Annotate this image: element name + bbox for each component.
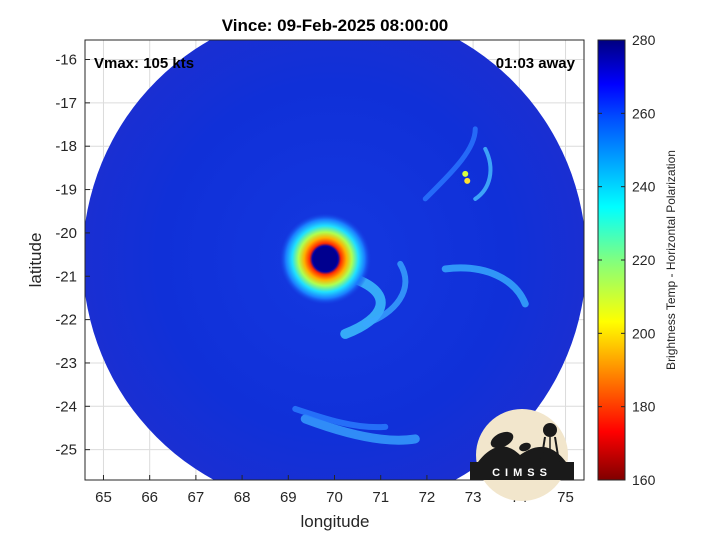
y-tick-label: -20	[55, 225, 77, 242]
y-tick-label: -22	[55, 312, 77, 329]
rainband	[340, 273, 386, 339]
x-tick-label: 70	[326, 489, 343, 506]
rainband	[473, 146, 493, 201]
colorbar-tick-label: 260	[632, 105, 656, 121]
y-tick-label: -16	[55, 52, 77, 69]
colorbar	[597, 39, 626, 481]
colorbar-tick-label: 160	[632, 472, 656, 488]
colorbar-tick-label: 280	[632, 32, 656, 48]
y-tick-label: -17	[55, 95, 77, 112]
x-tick-label: 73	[465, 489, 482, 506]
rainband	[300, 414, 420, 445]
x-tick-label: 71	[372, 489, 389, 506]
swath-image	[85, 40, 584, 480]
time-away-annotation: 01:03 away	[496, 55, 576, 72]
logo-text: CIMSS	[492, 467, 552, 479]
cimss-logo: CIMSS	[470, 409, 574, 501]
colorbar-label: Brightness Temp - Horizontal Polarizatio…	[664, 150, 678, 370]
chart-title: Vince: 09-Feb-2025 08:00:00	[222, 16, 448, 35]
y-tick-label: -21	[55, 268, 77, 285]
x-tick-label: 65	[95, 489, 112, 506]
storm-eye	[313, 246, 338, 271]
rainband-features	[292, 126, 529, 445]
x-tick-label: 69	[280, 489, 297, 506]
x-axis-label: longitude	[300, 512, 369, 531]
y-axis-ticks: -16 -17 -18 -19 -20 -21 -22 -23 -24 -25	[55, 52, 90, 459]
x-tick-label: 68	[234, 489, 251, 506]
rainband	[441, 264, 529, 308]
y-tick-label: -24	[55, 398, 77, 415]
y-axis-label: latitude	[26, 233, 45, 288]
x-tick-label: 66	[141, 489, 158, 506]
rainband	[292, 405, 389, 431]
colorbar-tick-label: 240	[632, 179, 656, 195]
y-tick-label: -23	[55, 355, 77, 372]
x-tick-label: 72	[419, 489, 436, 506]
y-tick-label: -25	[55, 442, 77, 459]
convective-spot	[462, 170, 469, 177]
y-tick-label: -18	[55, 138, 77, 155]
colorbar-tick-label: 220	[632, 252, 656, 268]
colorbar-tick-label: 180	[632, 399, 656, 415]
x-tick-label: 67	[188, 489, 205, 506]
rainband	[422, 126, 478, 202]
convective-spot	[464, 177, 471, 184]
vmax-annotation: Vmax: 105 kts	[94, 55, 194, 72]
rainband	[362, 260, 409, 327]
x-axis-ticks: 6566676869707172737475	[95, 475, 574, 506]
colorbar-ticks: 280 260 240 220 200 180 160	[598, 32, 656, 488]
y-tick-label: -19	[55, 182, 77, 199]
colorbar-tick-label: 200	[632, 325, 656, 341]
x-tick-label: 75	[557, 489, 574, 506]
